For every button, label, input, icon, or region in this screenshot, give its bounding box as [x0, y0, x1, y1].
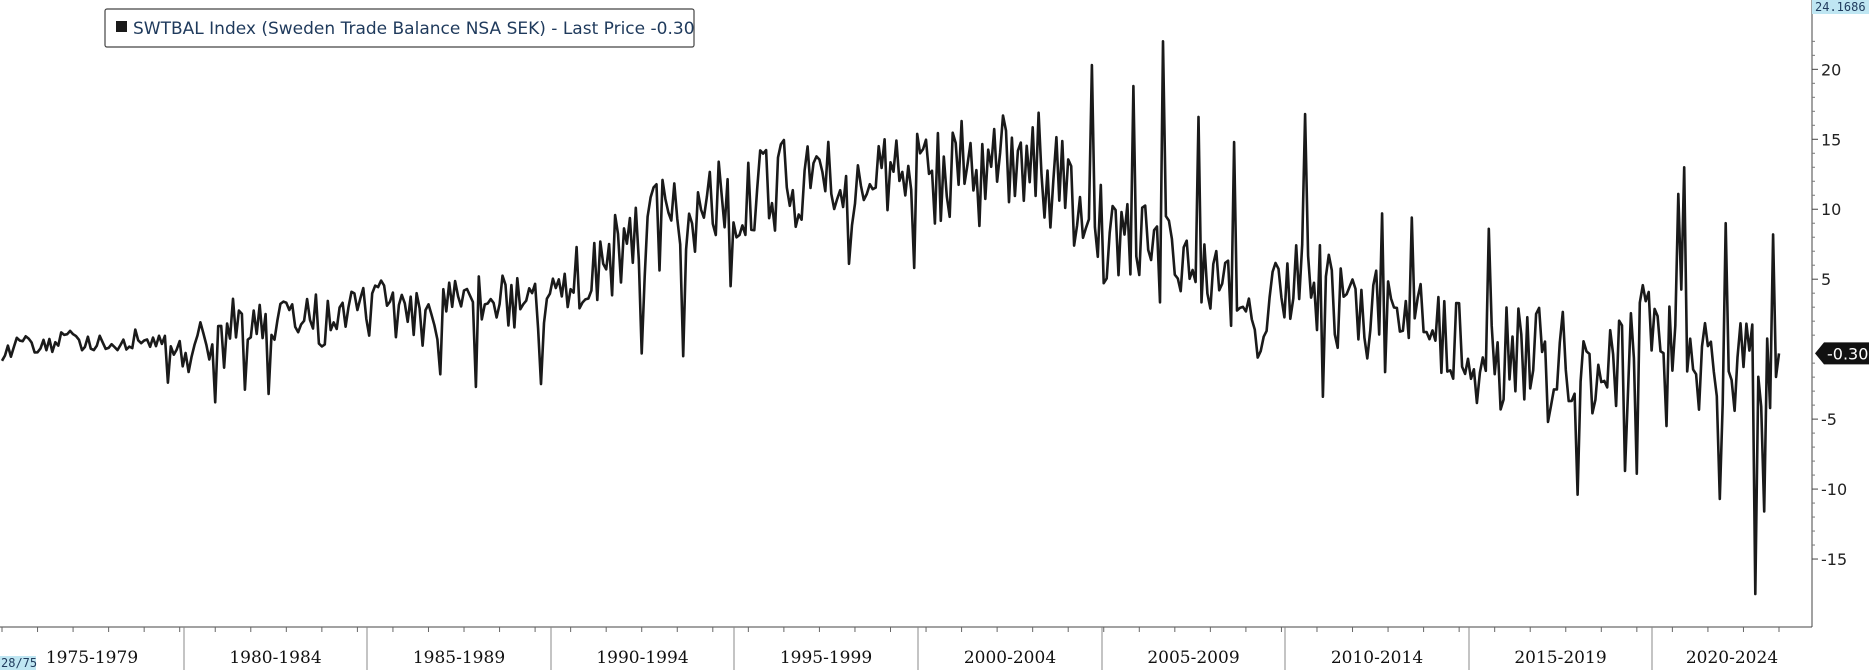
legend-swatch	[116, 21, 127, 32]
legend-label: SWTBAL Index (Sweden Trade Balance NSA S…	[133, 19, 695, 39]
x-tick-label: 1980-1984	[229, 648, 321, 668]
legend: SWTBAL Index (Sweden Trade Balance NSA S…	[104, 8, 695, 48]
date-readout-bg	[0, 656, 36, 670]
date-readout: 28/75	[0, 656, 37, 670]
y-max-readout: 24.1686	[1812, 0, 1869, 14]
last-price-tag-text: -0.30	[1827, 344, 1868, 363]
last-price-tag: -0.30	[1815, 342, 1869, 365]
y-tick-label: 20	[1821, 60, 1841, 79]
plot-area	[0, 40, 1781, 596]
x-tick-label: 1975-1979	[46, 648, 138, 668]
y-max-readout-text: 24.1686	[1815, 0, 1866, 14]
y-tick-label: -5	[1821, 410, 1837, 429]
y-tick-label: 5	[1821, 270, 1831, 289]
series-line-swtbal	[0, 40, 1781, 596]
y-axis-ticks: 20 15 10 5 -5 -10 -15	[1812, 40, 1847, 569]
y-tick-label: 15	[1821, 130, 1841, 149]
legend-box	[104, 8, 695, 48]
y-tick-label: -15	[1821, 550, 1847, 569]
date-readout-text: 28/75	[1, 656, 37, 670]
last-price-tag-bg	[1815, 342, 1869, 365]
x-tick-label: 2015-2019	[1514, 648, 1606, 668]
x-tick-label: 2010-2014	[1331, 648, 1423, 668]
x-tick-label: 1995-1999	[780, 648, 872, 668]
y-tick-label: 10	[1821, 200, 1841, 219]
y-max-readout-bg	[1812, 0, 1869, 14]
x-tick-label: 2005-2009	[1147, 648, 1239, 668]
x-tick-label: 2000-2004	[964, 648, 1056, 668]
y-tick-label: -10	[1821, 480, 1847, 499]
x-tick-label: 1990-1994	[596, 648, 688, 668]
x-tick-label: 1985-1989	[413, 648, 505, 668]
x-axis-ticks: 1975-1979 1980-1984 1985-1989 1990-1994 1995…	[1, 627, 1780, 670]
x-tick-label: 2020-2024	[1686, 648, 1778, 668]
